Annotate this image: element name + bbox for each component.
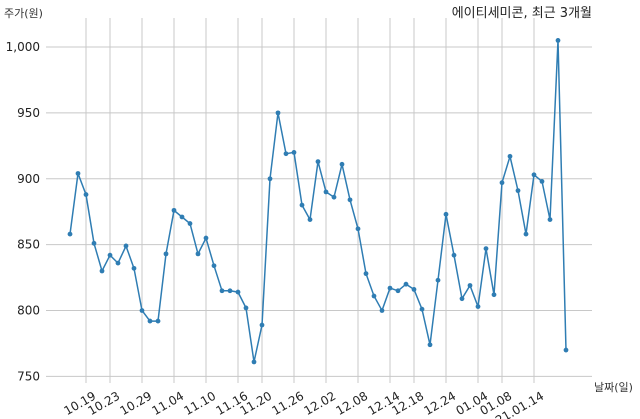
price-point [267,176,273,182]
x-axis-label: 날짜(일) [594,380,633,394]
y-tick-label: 900 [17,172,40,186]
price-point [563,347,569,353]
price-point [371,293,377,299]
price-point [163,251,169,257]
y-tick-label: 950 [17,106,40,120]
price-point [171,207,177,213]
price-point [291,150,297,155]
y-tick-label: 800 [17,304,40,318]
price-point [91,240,97,246]
price-point [131,265,137,271]
price-point [523,231,529,237]
price-point [483,246,489,251]
price-point [195,251,201,257]
price-point [275,110,281,116]
price-point [259,322,265,328]
price-point [355,226,361,232]
x-tick-label: 12.24 [422,389,459,418]
price-point [379,308,385,313]
price-point [107,252,113,258]
price-point [123,243,129,249]
price-point [115,260,121,266]
price-point [547,217,553,223]
price-point [187,221,193,226]
x-tick-label: 10.29 [118,389,155,418]
price-point [363,271,369,277]
price-point [283,151,289,157]
price-point [243,305,249,311]
y-axis-label: 주가(원) [4,7,43,20]
price-point [451,252,457,258]
price-point [387,285,393,291]
price-point [467,283,473,288]
price-point [139,308,145,313]
price-point [539,178,545,184]
price-point [155,318,161,324]
price-point [395,288,401,294]
y-tick-label: 750 [17,369,40,383]
price-point [499,180,505,186]
price-point [507,153,513,159]
y-axis-ticks: 750 800 850 900 950 1,000 [6,40,40,383]
price-point [323,189,329,195]
x-tick-label: 12.08 [334,389,371,418]
price-point [219,288,225,294]
price-point [339,161,345,167]
price-line [69,40,567,363]
price-point [99,268,105,274]
price-point [299,202,305,208]
price-point [515,188,521,194]
price-point [347,197,353,203]
price-point [315,159,321,165]
price-point [75,171,81,176]
x-tick-label: 11.04 [150,389,187,418]
price-point [411,287,417,292]
x-axis-ticks: 10.1910.2310.2911.0411.1011.1611.2011.26… [62,389,547,419]
price-point [443,211,449,217]
chart-title: 에이티세미콘, 최근 3개월 [452,6,592,21]
price-series [67,38,569,365]
grid-lines [46,18,592,383]
price-point [475,304,481,309]
price-point [555,38,561,43]
price-point [403,281,409,287]
price-point [331,194,337,200]
x-tick-label: 12.02 [302,389,339,418]
price-point [459,296,465,302]
y-tick-label: 850 [17,238,40,252]
price-point [251,359,257,365]
price-point [419,306,425,312]
price-point [203,235,209,241]
price-point [435,277,441,283]
price-point [227,288,233,294]
y-tick-label: 1,000 [6,40,40,54]
price-point [491,292,497,298]
price-point [531,172,537,178]
price-point [147,318,153,324]
price-point [211,263,217,269]
price-point [427,342,433,348]
price-point [67,231,73,237]
x-tick-label: 11.26 [270,389,307,418]
price-point [307,217,313,223]
price-point [179,214,185,220]
x-tick-label: 11.10 [182,389,219,418]
price-point [235,289,241,295]
price-point [83,192,89,197]
